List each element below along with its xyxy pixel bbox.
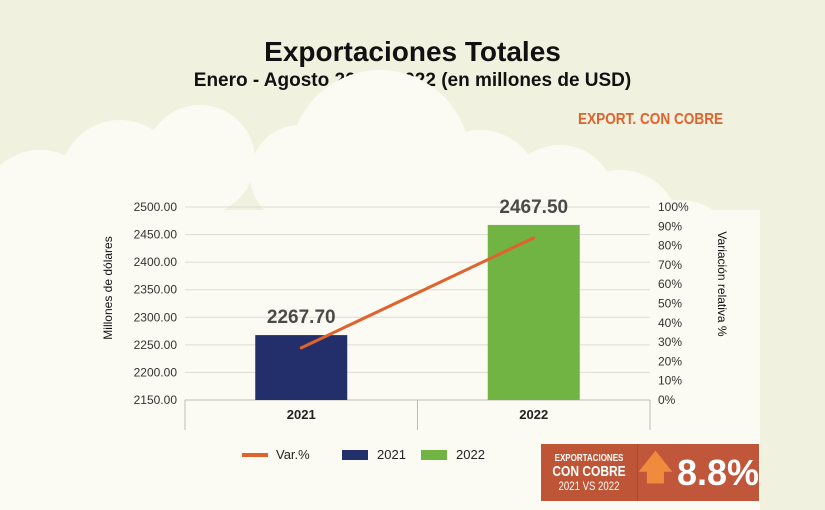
y2-tick-label: 40% <box>658 316 682 330</box>
y-tick-label: 2200.00 <box>134 365 178 379</box>
y-tick-label: 2300.00 <box>134 310 178 324</box>
legend-label-2022: 2022 <box>456 447 485 462</box>
y2-axis-label: Variación relativa % <box>715 231 729 336</box>
y-axis-label: Millones de dólares <box>101 236 115 339</box>
y2-tick-label: 70% <box>658 258 682 272</box>
y2-tick-label: 60% <box>658 277 682 291</box>
y2-tick-label: 0% <box>658 393 676 407</box>
y-tick-label: 2350.00 <box>134 283 178 297</box>
y-tick-label: 2150.00 <box>134 393 178 407</box>
arrow-up-icon: 🡅 <box>637 449 673 487</box>
badge-line1: EXPORTACIONES <box>554 452 624 464</box>
line-var <box>300 236 535 350</box>
y2-tick-label: 50% <box>658 297 682 311</box>
y2-tick-label: 80% <box>658 239 682 253</box>
y-tick-label: 2450.00 <box>134 228 178 242</box>
legend-label-2021: 2021 <box>377 447 406 462</box>
badge-line2: CON COBRE <box>552 462 626 480</box>
growth-badge: EXPORTACIONES CON COBRE 2021 VS 2022 🡅 8… <box>541 444 759 501</box>
y2-tick-label: 100% <box>658 200 689 214</box>
y2-tick-label: 10% <box>658 374 682 388</box>
x-tick-label: 2022 <box>519 407 548 422</box>
bar-2021 <box>255 335 348 400</box>
badge-value: 8.8% <box>676 451 759 493</box>
y2-tick-label: 30% <box>658 335 682 349</box>
line-point <box>299 346 303 350</box>
y-tick-label: 2250.00 <box>134 338 178 352</box>
y2-tick-label: 20% <box>658 354 682 368</box>
legend-swatch-2022 <box>421 450 447 460</box>
y-tick-label: 2400.00 <box>134 255 178 269</box>
data-label-2021: 2267.70 <box>267 307 336 328</box>
legend: Var.% 2021 2022 <box>242 447 485 462</box>
legend-swatch-2021 <box>342 450 368 460</box>
data-label-2022: 2467.50 <box>499 197 568 218</box>
badge-line3: 2021 VS 2022 <box>558 478 620 493</box>
bar-2022 <box>487 224 580 400</box>
line-point <box>532 236 536 240</box>
y2-tick-label: 90% <box>658 219 682 233</box>
legend-label-var: Var.% <box>276 447 310 462</box>
x-tick-label: 2021 <box>287 407 316 422</box>
chart-title: Exportaciones Totales <box>264 36 561 67</box>
export-tag: EXPORT. CON COBRE <box>578 111 724 128</box>
y-tick-label: 2500.00 <box>134 200 178 214</box>
